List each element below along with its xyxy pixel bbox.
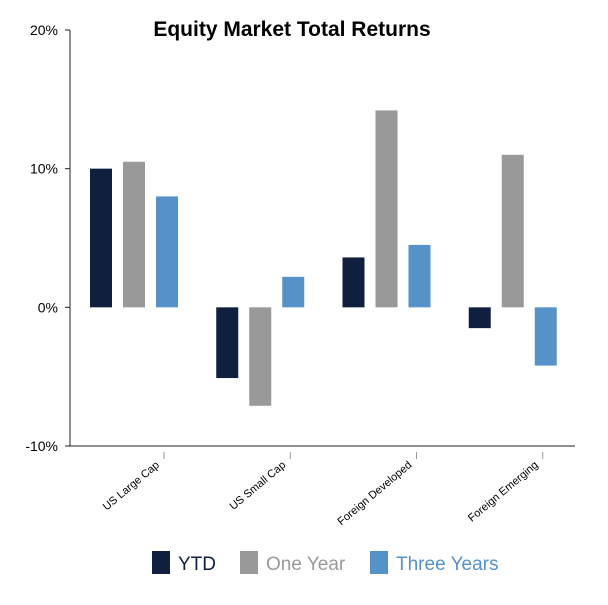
- bar-one-year: [501, 154, 524, 308]
- legend-label: YTD: [178, 554, 216, 575]
- x-tick-label: US Large Cap: [101, 459, 162, 513]
- bar-ytd: [468, 307, 491, 329]
- legend-swatch: [240, 551, 258, 574]
- bar-three-years: [408, 244, 431, 308]
- bars: [90, 110, 557, 406]
- y-tick-label: 0%: [38, 299, 58, 315]
- bar-ytd: [90, 168, 112, 308]
- bar-one-year: [123, 161, 145, 308]
- legend-swatch: [152, 551, 170, 574]
- y-tick-label: -10%: [25, 438, 58, 454]
- legend-swatch: [370, 551, 388, 574]
- bar-one-year: [375, 110, 398, 308]
- bar-three-years: [534, 307, 557, 366]
- bar-one-year: [249, 307, 272, 406]
- y-tick-label: 20%: [30, 22, 58, 38]
- x-tick-label: US Small Cap: [228, 459, 289, 513]
- legend: YTD One Year Three Years: [152, 551, 498, 575]
- bar-three-years: [156, 196, 178, 308]
- bar-ytd: [342, 257, 365, 308]
- x-tick-label: Foreign Developed: [336, 459, 415, 528]
- x-tick-label: Foreign Emerging: [466, 459, 541, 524]
- chart-title: Equity Market Total Returns: [153, 18, 430, 41]
- bar-ytd: [216, 307, 239, 379]
- legend-label: One Year: [266, 554, 346, 575]
- bar-three-years: [282, 276, 305, 308]
- y-tick-label: 10%: [30, 161, 58, 177]
- legend-label: Three Years: [396, 554, 498, 575]
